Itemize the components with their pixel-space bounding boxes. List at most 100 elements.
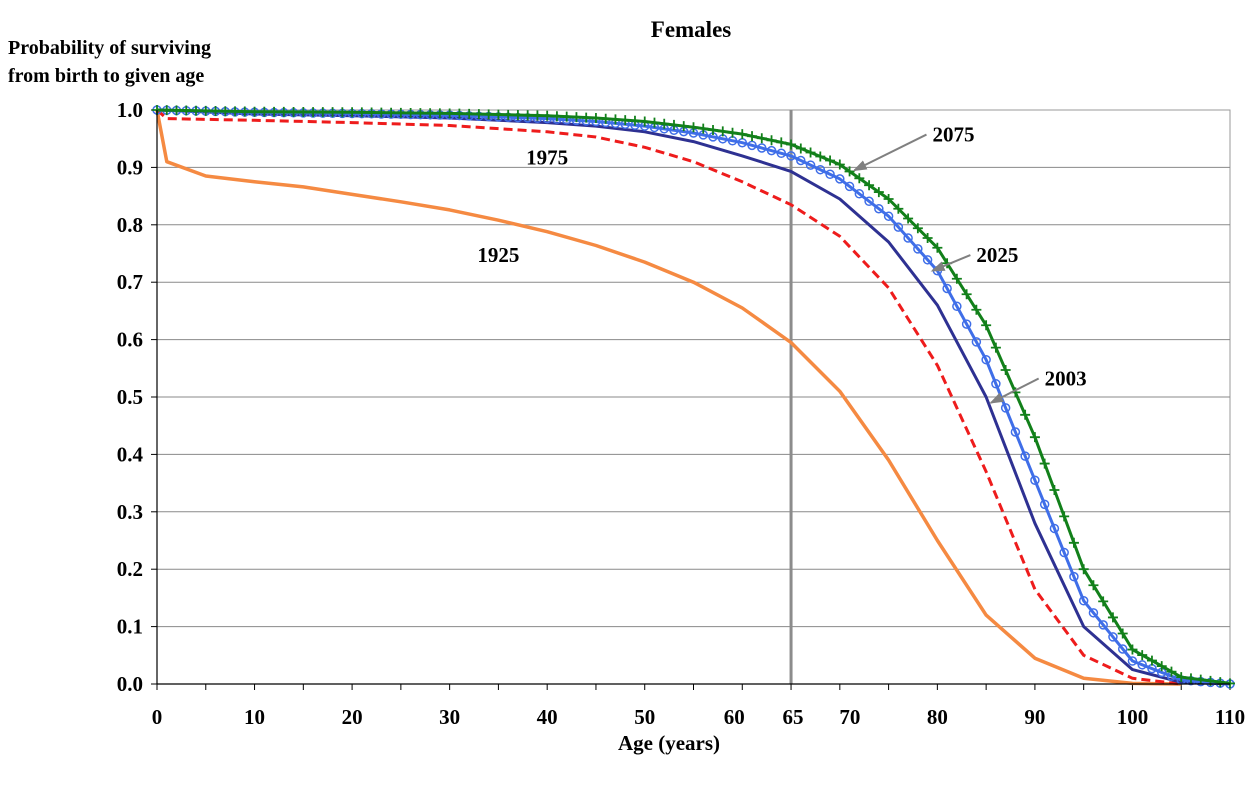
series-point-2075 (503, 109, 514, 120)
series-point-2075 (610, 114, 621, 125)
series-point-2025 (991, 379, 1001, 389)
series-point-2025 (805, 160, 816, 170)
x-tick-label: 0 (152, 705, 163, 729)
series-point-2075 (269, 106, 280, 117)
series-point-2075 (356, 107, 367, 118)
series-point-2075 (971, 304, 982, 315)
x-tick-label: 70 (839, 705, 860, 729)
series-point-2075 (493, 109, 504, 120)
series-point-2075 (1029, 432, 1040, 443)
series-point-2075 (834, 159, 845, 170)
y-axis-label-line-1: Probability of surviving (8, 37, 211, 59)
series-point-2075 (1078, 564, 1089, 575)
series-point-2075 (727, 127, 738, 138)
y-tick-label: 0.1 (117, 615, 143, 639)
series-point-2075 (737, 129, 748, 140)
series-point-2025 (893, 222, 904, 232)
y-tick-label: 0.8 (117, 213, 143, 237)
x-tick-label: 50 (634, 705, 655, 729)
series-point-2025 (1000, 403, 1011, 413)
series-point-2075 (864, 180, 875, 191)
series-point-2075 (191, 105, 202, 116)
series-point-2025 (844, 181, 855, 192)
series-point-2025 (922, 255, 933, 265)
series-point-2025 (757, 143, 767, 153)
x-tick-label: 30 (439, 705, 460, 729)
series-point-2075 (1020, 409, 1031, 420)
series-point-2075 (844, 166, 855, 177)
series-point-2075 (649, 117, 660, 128)
series-line-1925 (155, 109, 1182, 686)
series-point-2025 (1137, 660, 1147, 670)
series-point-2075 (756, 133, 767, 144)
series-line-1975 (156, 108, 1182, 686)
series-point-2075 (1068, 537, 1079, 548)
y-axis-label-line-2: from birth to given age (8, 65, 204, 87)
series-point-2025 (1108, 632, 1118, 642)
series-point-2075 (473, 109, 484, 120)
annotation-arrow-2003 (989, 377, 1040, 404)
series-point-2025 (913, 244, 923, 254)
series-point-2075 (990, 342, 1001, 353)
series-point-2075 (1000, 365, 1011, 376)
series-point-2075 (747, 131, 758, 142)
series-point-2075 (1107, 612, 1118, 623)
series-point-2075 (961, 289, 972, 300)
series-point-2075 (522, 110, 533, 121)
x-tick-label: 100 (1117, 705, 1149, 729)
series-point-2075 (512, 110, 523, 121)
series-point-2075 (220, 106, 231, 117)
series-point-2025 (961, 319, 972, 329)
series-point-2075 (981, 320, 992, 331)
series-point-2075 (483, 109, 494, 120)
series-point-2075 (298, 107, 309, 118)
annotations: 1975 1925 2075 2025 2003 (477, 123, 1087, 404)
series-point-2075 (464, 108, 475, 119)
series-point-2075 (893, 203, 904, 214)
series-point-2075 (912, 223, 923, 234)
series-point-2075 (629, 115, 640, 126)
series-point-2075 (795, 143, 806, 154)
series-point-2075 (688, 122, 699, 133)
x-tick-label: 80 (927, 705, 948, 729)
series-point-2025 (835, 174, 845, 184)
x-tick-label: 20 (342, 705, 363, 729)
series-point-2075 (600, 113, 611, 124)
series-point-2075 (620, 115, 631, 126)
series-point-2075 (542, 110, 553, 121)
y-tick-label: 0.2 (117, 557, 143, 581)
series-point-2025 (981, 354, 991, 365)
series-point-2075 (1137, 650, 1148, 661)
series-point-2075 (1127, 644, 1138, 655)
series-point-2025 (776, 148, 787, 159)
series-point-2075 (278, 106, 289, 117)
series-point-2075 (376, 107, 387, 118)
series-point-2025 (747, 140, 757, 151)
x-tick-label: 110 (1215, 705, 1245, 729)
series-point-2075 (854, 173, 865, 184)
annotation-label-2025: 2025 (976, 243, 1018, 267)
series-point-2075 (337, 107, 348, 118)
series-point-2075 (425, 108, 436, 119)
series-point-2075 (532, 110, 543, 121)
series-point-2075 (1166, 666, 1177, 677)
series-point-2025 (1020, 451, 1030, 461)
series-point-2075 (708, 124, 719, 135)
series-point-2025 (971, 337, 982, 347)
series-point-2075 (571, 112, 582, 123)
series-point-2075 (639, 116, 650, 127)
x-axis-label: Age (years) (618, 731, 720, 755)
series-point-2075 (1049, 484, 1060, 495)
series-point-2025 (1039, 499, 1050, 510)
series-point-2075 (581, 112, 592, 123)
series-point-2075 (717, 126, 728, 137)
series-point-2075 (932, 242, 943, 253)
annotation-label-2075: 2075 (932, 123, 974, 147)
series-point-2075 (386, 107, 397, 118)
series-point-2075 (1117, 628, 1128, 639)
series-point-2075 (659, 118, 670, 129)
series-point-2025 (1098, 620, 1108, 630)
series-point-2025 (1117, 644, 1128, 654)
series-point-2025 (903, 233, 913, 243)
